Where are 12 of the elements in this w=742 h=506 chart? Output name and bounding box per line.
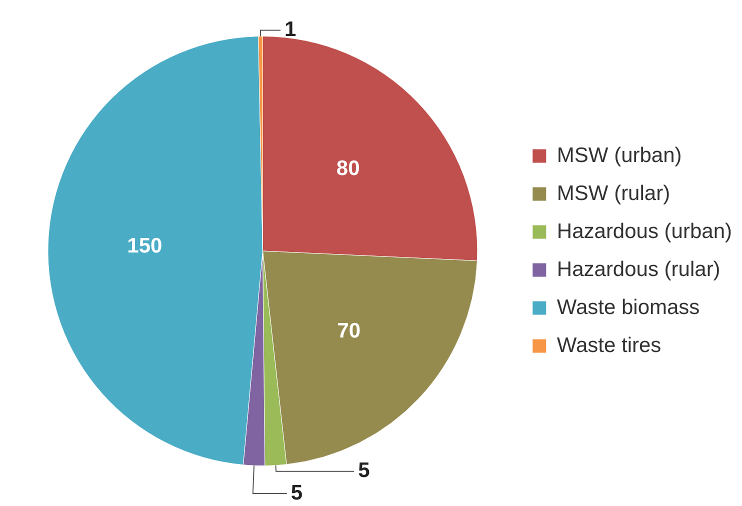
data-label: 150 — [127, 234, 162, 258]
data-label: 5 — [290, 481, 303, 504]
data-label: 70 — [337, 320, 361, 343]
legend-label: Hazardous (rular) — [556, 258, 720, 281]
legend-label: MSW (urban) — [556, 144, 682, 167]
legend-label: Waste biomass — [556, 296, 700, 319]
data-label: 1 — [284, 18, 296, 42]
legend-label: Waste tires — [556, 334, 662, 357]
legend-label: Hazardous (urban) — [556, 220, 732, 243]
data-label: 80 — [336, 157, 360, 180]
legend-label: MSW (rular) — [556, 182, 670, 205]
data-label: 5 — [358, 459, 370, 482]
